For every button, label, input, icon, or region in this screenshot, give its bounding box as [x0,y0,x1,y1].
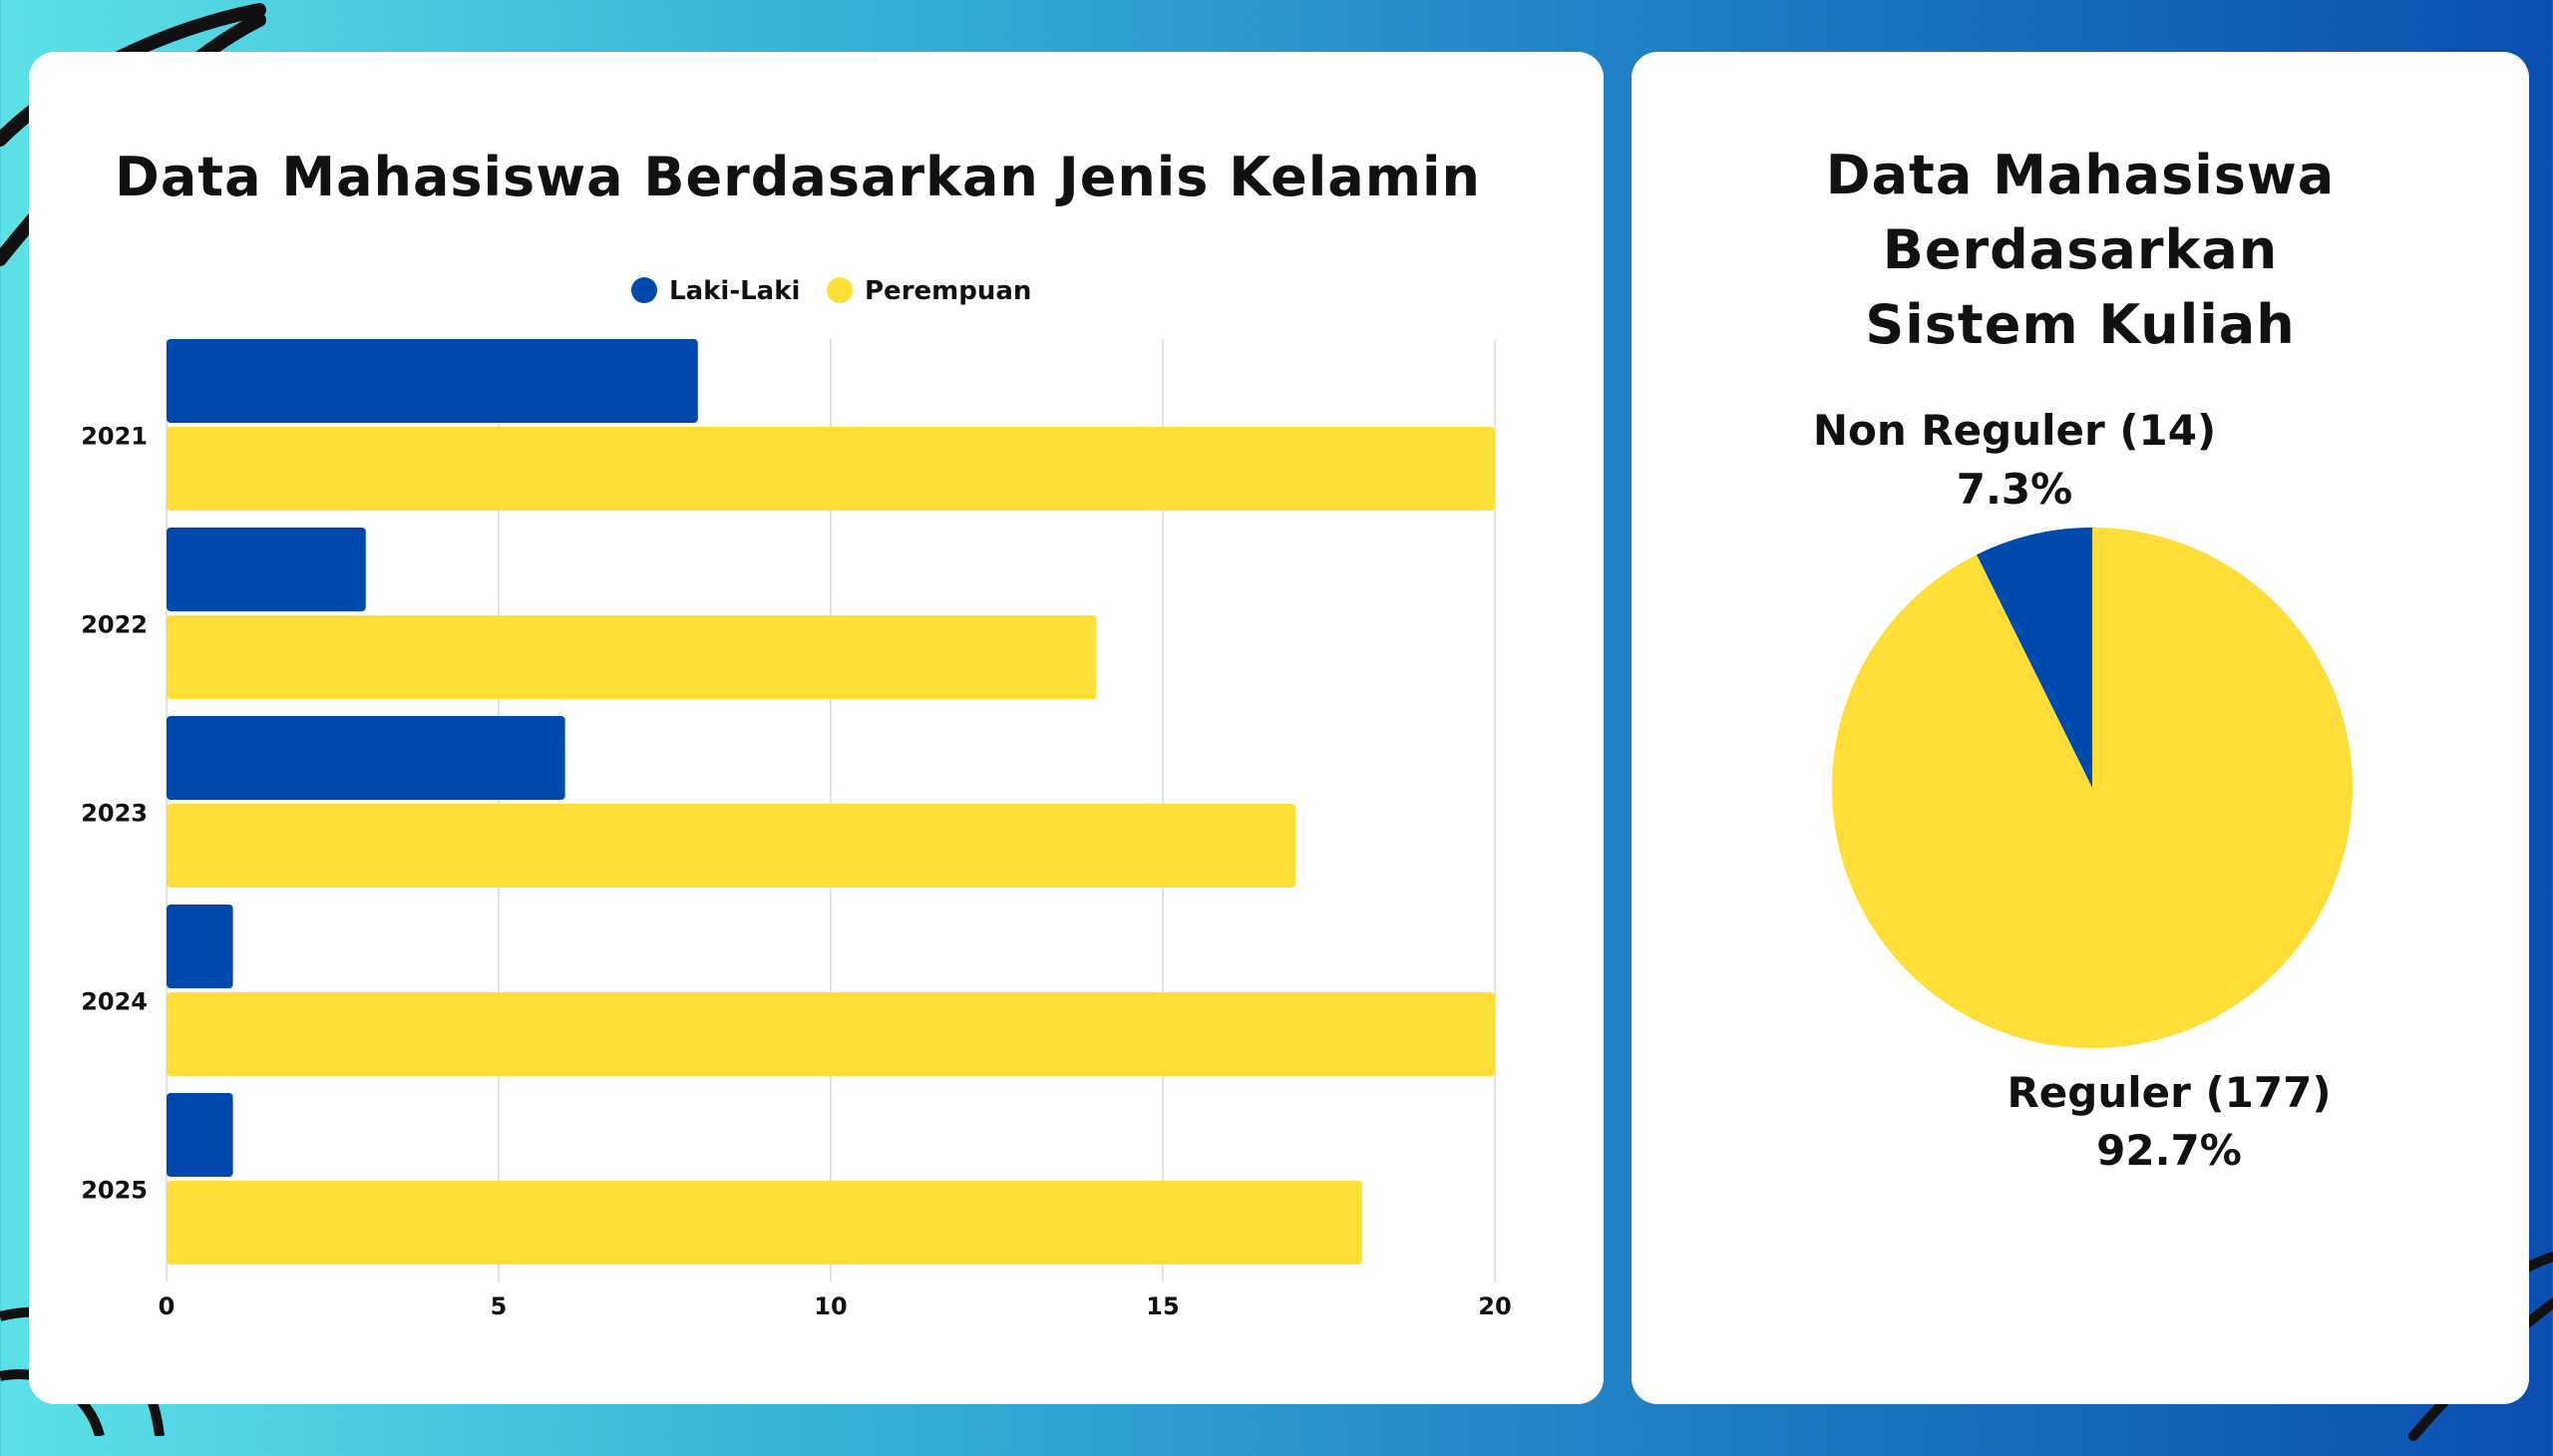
system-chart-title: Data Mahasiswa Berdasarkan Sistem Kuliah [1632,138,2529,362]
y-tick-label: 2022 [81,611,148,639]
x-tick-label: 0 [159,1292,176,1320]
x-tick-label: 5 [491,1292,508,1320]
legend-marker-perempuan [827,277,853,303]
bar-perempuan-2022 [167,615,1097,699]
legend-marker-laki-laki [631,277,657,303]
y-tick-label: 2023 [81,800,148,828]
pie-percent-reguler: 92.7% [2096,1126,2242,1175]
bar-laki-laki-2025 [167,1093,233,1177]
legend-label-perempuan: Perempuan [865,276,1031,306]
pie-label-reguler: Reguler (177) [2006,1068,2331,1117]
y-tick-label: 2024 [81,988,148,1016]
x-tick-label: 20 [1478,1292,1511,1320]
gender-chart-title: Data Mahasiswa Berdasarkan Jenis Kelamin [115,146,1481,208]
y-tick-label: 2021 [81,423,148,451]
bar-perempuan-2021 [167,427,1495,511]
pie-slice-non-reguler [1977,528,2092,788]
x-tick-label: 15 [1146,1292,1179,1320]
bar-laki-laki-2023 [167,716,565,800]
bar-perempuan-2023 [167,804,1296,888]
system-chart-title-line-1: Data Mahasiswa Berdasarkan [1825,144,2336,281]
bar-laki-laki-2024 [167,905,233,988]
bar-laki-laki-2021 [167,339,698,423]
system-chart-title-line-2: Sistem Kuliah [1865,293,2296,356]
y-tick-label: 2025 [81,1177,148,1205]
bar-perempuan-2025 [167,1181,1362,1265]
bar-perempuan-2024 [167,992,1495,1076]
legend-label-laki-laki: Laki-Laki [669,276,800,306]
pie-percent-non-reguler: 7.3% [1957,465,2072,514]
bar-laki-laki-2022 [167,528,366,611]
x-tick-label: 10 [814,1292,847,1320]
pie-label-non-reguler: Non Reguler (14) [1813,406,2216,455]
pie-slice-reguler [1831,527,2353,1048]
